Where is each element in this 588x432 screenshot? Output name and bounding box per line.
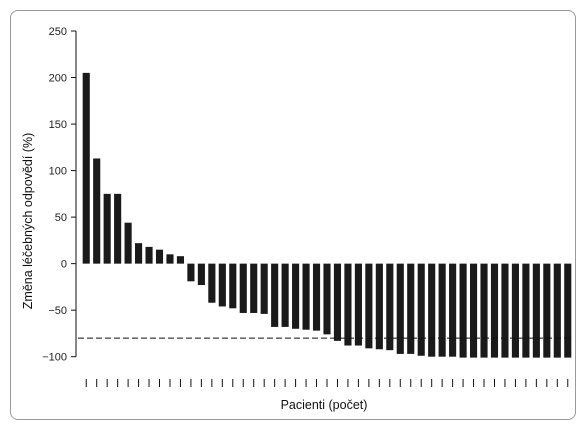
y-tick-label: 100 [49, 166, 67, 178]
bar [459, 263, 467, 358]
y-tick-label: 150 [49, 119, 67, 131]
chart-frame: 250 200 150 100 50 0 −50 −100 Změna léčebných o… [10, 10, 576, 420]
y-tick-label: −100 [42, 352, 67, 364]
bar [82, 72, 90, 264]
bar [229, 263, 237, 309]
bar [469, 263, 478, 358]
y-axis-label: Změna léčebných odpovědí (%) [21, 133, 35, 309]
y-axis: 250 200 150 100 50 0 −50 −100 [42, 26, 77, 364]
waterfall-chart: 250 200 150 100 50 0 −50 −100 Změna léčebných o… [21, 26, 573, 412]
y-tick-label: 0 [61, 259, 67, 271]
bar [312, 263, 321, 331]
y-tick-label: 250 [49, 26, 67, 38]
bar [501, 263, 509, 358]
bar [532, 263, 540, 358]
bar [396, 263, 404, 354]
y-tick-label: 50 [55, 212, 67, 224]
y-tick-label: −50 [48, 305, 67, 317]
bar [239, 263, 247, 313]
bar [428, 263, 436, 357]
bar [114, 193, 122, 264]
bar [124, 222, 132, 264]
bar [281, 263, 289, 327]
bar [511, 263, 519, 358]
bar [103, 193, 111, 264]
bar [407, 263, 415, 354]
bar [302, 263, 310, 330]
bar [564, 263, 572, 358]
bar [543, 263, 551, 358]
y-tick-label: 200 [49, 73, 67, 85]
bar [354, 263, 362, 346]
bar [155, 249, 164, 264]
bar [375, 263, 383, 350]
bar [260, 263, 268, 314]
bar [93, 158, 101, 264]
bar [187, 263, 195, 282]
bar [176, 256, 185, 264]
bar [135, 243, 143, 264]
x-axis-label: Pacienti (počet) [281, 398, 368, 412]
bar [218, 263, 226, 307]
bar [480, 263, 488, 358]
bar [323, 263, 331, 335]
bar [145, 246, 153, 264]
bar [333, 263, 342, 341]
bars [82, 72, 572, 358]
bar [490, 263, 499, 358]
bar [522, 263, 530, 358]
bar [553, 263, 561, 358]
bar [250, 263, 258, 313]
bar [271, 263, 279, 327]
bar [292, 263, 300, 329]
x-axis [85, 379, 569, 387]
bar [417, 263, 425, 356]
bar [449, 263, 457, 357]
bar [438, 263, 446, 357]
bar [197, 263, 205, 286]
bar [208, 263, 216, 303]
bar [344, 263, 352, 346]
bar [365, 263, 373, 349]
bar [386, 263, 394, 351]
bar [166, 254, 174, 264]
